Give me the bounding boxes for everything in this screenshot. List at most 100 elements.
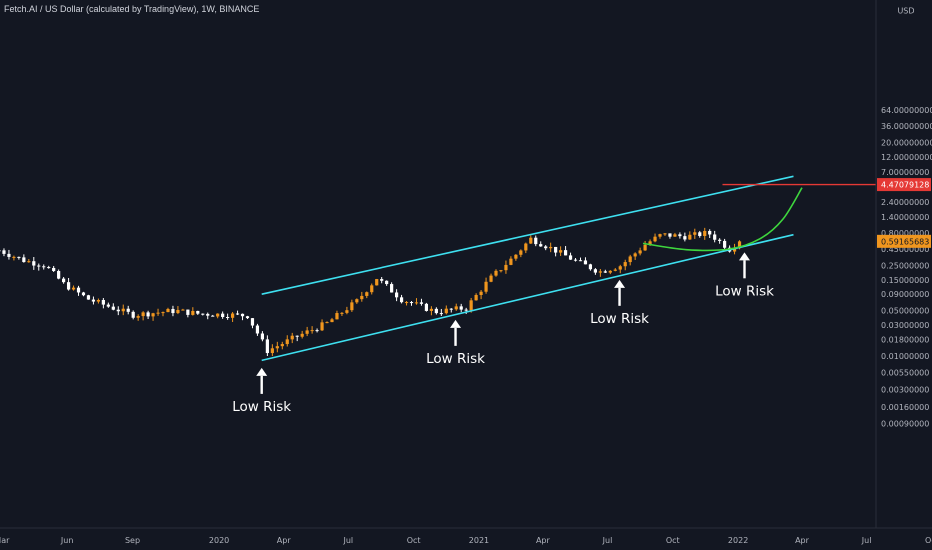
candle bbox=[211, 315, 215, 317]
candle bbox=[345, 310, 349, 313]
price-axis-panel[interactable] bbox=[876, 0, 932, 528]
candle bbox=[62, 278, 66, 283]
channel-lower-line[interactable] bbox=[261, 233, 794, 362]
candle bbox=[340, 312, 344, 314]
price-tick-label: 20.00000000 bbox=[881, 139, 932, 148]
candle bbox=[718, 239, 722, 241]
time-tick-label: Oct bbox=[407, 536, 421, 545]
projection-curve[interactable] bbox=[642, 187, 803, 252]
candle bbox=[434, 308, 438, 314]
price-tick-label: 0.15000000 bbox=[881, 276, 929, 285]
candle bbox=[529, 237, 533, 244]
price-tick-label: 0.00550000 bbox=[881, 369, 929, 378]
candle bbox=[2, 250, 6, 254]
candle bbox=[474, 294, 478, 301]
candle bbox=[191, 310, 195, 315]
candle bbox=[409, 302, 414, 304]
candle bbox=[7, 253, 11, 257]
candle bbox=[365, 292, 369, 296]
candle bbox=[350, 302, 354, 311]
time-tick-label: Apr bbox=[277, 536, 292, 545]
candle bbox=[499, 270, 503, 272]
price-tick-label: 64.00000000 bbox=[881, 106, 932, 115]
candle bbox=[305, 330, 309, 334]
low-risk-annotation[interactable]: Low Risk bbox=[715, 252, 774, 299]
candle bbox=[42, 266, 46, 268]
arrow-head-icon bbox=[256, 367, 268, 376]
candle bbox=[464, 309, 468, 311]
arrow-head-icon bbox=[614, 279, 626, 288]
candle bbox=[653, 236, 657, 242]
price-tick-label: 0.25000000 bbox=[881, 262, 929, 271]
candle bbox=[623, 262, 627, 267]
candle bbox=[290, 335, 294, 340]
candle bbox=[126, 308, 130, 312]
candle bbox=[201, 313, 205, 315]
candle bbox=[663, 233, 667, 235]
candle bbox=[181, 309, 185, 311]
candle bbox=[588, 264, 593, 270]
time-tick-label: Sep bbox=[125, 536, 140, 545]
time-tick-label: Mar bbox=[0, 536, 10, 545]
candle bbox=[355, 299, 359, 303]
candle bbox=[151, 313, 155, 317]
candle bbox=[598, 271, 602, 273]
candle bbox=[658, 234, 662, 237]
candle bbox=[76, 287, 81, 293]
price-tick-label: 0.00300000 bbox=[881, 386, 929, 395]
candle bbox=[424, 303, 429, 311]
candle bbox=[514, 254, 518, 259]
candle bbox=[524, 243, 528, 251]
candle bbox=[737, 241, 742, 249]
candle bbox=[648, 241, 652, 245]
target-price-text: 4.47079128 bbox=[881, 181, 929, 190]
candle bbox=[335, 313, 339, 320]
candle bbox=[678, 234, 682, 237]
candles bbox=[0, 227, 742, 357]
candle bbox=[156, 312, 160, 314]
channel-upper-line[interactable] bbox=[261, 175, 794, 295]
low-risk-annotation[interactable]: Low Risk bbox=[232, 367, 291, 415]
time-axis[interactable]: Mar Jun Sep 2020 Apr Jul Oct 2021 Apr Jul Oct 2022 A… bbox=[0, 536, 932, 545]
candle bbox=[539, 244, 543, 247]
candle bbox=[643, 244, 647, 251]
candle bbox=[613, 269, 617, 271]
candle bbox=[549, 246, 553, 249]
candle bbox=[628, 256, 632, 263]
candle bbox=[723, 240, 727, 248]
candle bbox=[86, 295, 91, 300]
price-tick-label: 2.40000000 bbox=[881, 198, 929, 207]
price-tick-label: 7.00000000 bbox=[881, 168, 929, 177]
candle bbox=[221, 313, 225, 318]
candle bbox=[116, 309, 120, 312]
candle bbox=[22, 257, 26, 263]
candle bbox=[554, 246, 558, 253]
time-tick-label: 2022 bbox=[728, 536, 748, 545]
candle bbox=[673, 234, 677, 237]
candle bbox=[713, 234, 717, 240]
time-tick-label: Jul bbox=[602, 536, 613, 545]
candle bbox=[235, 313, 240, 315]
time-tick-label: Apr bbox=[795, 536, 810, 545]
last-price-label bbox=[877, 234, 931, 248]
candle bbox=[240, 313, 245, 317]
candle bbox=[81, 292, 86, 296]
low-risk-annotation[interactable]: Low Risk bbox=[426, 319, 485, 367]
candle bbox=[568, 255, 573, 260]
candle bbox=[71, 287, 76, 290]
candle bbox=[703, 230, 707, 236]
low-risk-annotation[interactable]: Low Risk bbox=[590, 279, 649, 327]
time-tick-label: Jul bbox=[861, 536, 872, 545]
annotations[interactable]: Low Risk Low Risk Low Risk Low Risk bbox=[232, 252, 774, 415]
candle bbox=[459, 306, 463, 310]
price-axis[interactable]: USD 64.00000000 36.00000000 20.00000000 12.0… bbox=[877, 7, 932, 429]
candle bbox=[429, 308, 433, 311]
candle bbox=[399, 297, 404, 303]
price-tick-label: 1.40000000 bbox=[881, 213, 929, 222]
candle bbox=[245, 316, 250, 319]
low-risk-label: Low Risk bbox=[426, 351, 485, 367]
candle bbox=[603, 271, 607, 273]
candle bbox=[444, 308, 448, 314]
